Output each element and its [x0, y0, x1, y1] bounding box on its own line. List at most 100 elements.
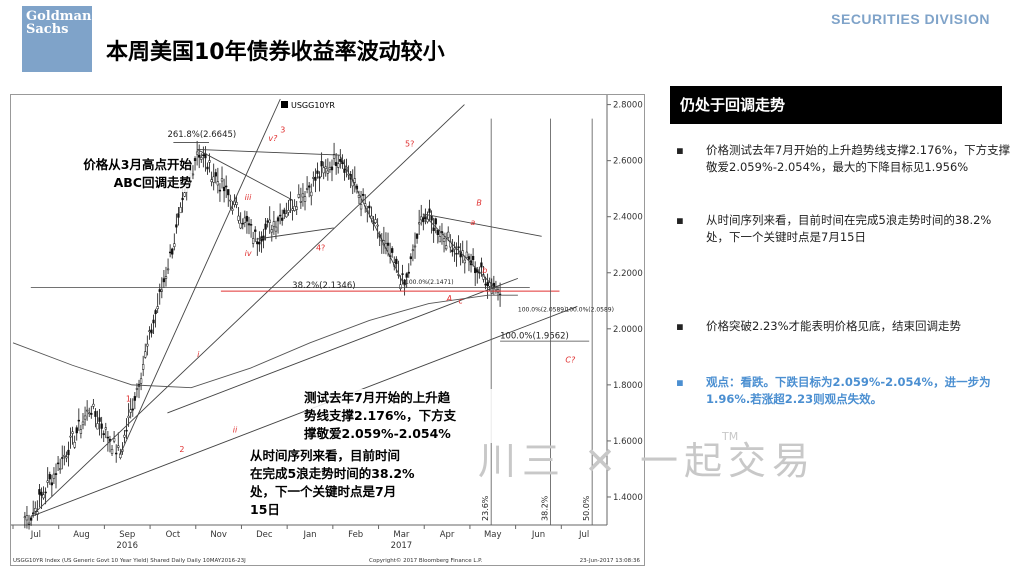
candle-body	[241, 222, 244, 225]
candle-body	[59, 468, 62, 470]
candle-body	[52, 473, 56, 479]
candle-body	[428, 208, 431, 213]
division-label: SECURITIES DIVISION	[831, 11, 990, 27]
candle-body	[405, 273, 408, 278]
bullet-marker-icon: ▪	[676, 319, 684, 333]
x-tick-label: Apr	[440, 530, 455, 540]
annotation-time: 从时间序列来看，目前时间 在完成5浪走势时间的38.2% 处，下一个关键时点是7…	[250, 447, 460, 519]
candle-body	[142, 364, 145, 370]
x-tick-label: May	[484, 530, 502, 540]
candle-body	[216, 181, 220, 186]
candle-body	[90, 412, 93, 415]
bullet-text: 观点：看跌。下跌目标为2.059%-2.054%，进一步为1.96%.若涨超2.…	[706, 375, 991, 406]
candle-body	[268, 219, 271, 223]
yield-chart: 2.8000 2.6000 2.4000 2.2000 2.0000 1.8000 1.60…	[11, 95, 643, 564]
candle-body	[106, 436, 110, 439]
wave-label: iv	[245, 249, 252, 258]
candle-body	[152, 319, 155, 324]
wave-label: 4?	[316, 243, 325, 252]
candle-body	[202, 154, 205, 157]
fib-label: 38.2%(2.1346)	[292, 281, 355, 291]
candle-body	[218, 189, 222, 192]
candle-body	[258, 242, 261, 245]
x-tick-label: Jun	[531, 530, 545, 540]
x-tick-label: Sep	[119, 530, 135, 540]
candle-body	[208, 160, 211, 163]
bullet-marker-icon: ▪	[676, 143, 684, 157]
footer-mid: Copyright© 2017 Bloomberg Finance L.P.	[369, 557, 483, 564]
y-tick-label: 2.4000	[613, 213, 643, 223]
fib-label: 100.0%(2.0589)	[518, 306, 567, 313]
candle-body	[168, 251, 172, 254]
candle-body	[46, 480, 49, 483]
annotation-abc-line: ABC回调走势	[113, 175, 192, 190]
x-tick-label: Jul	[578, 530, 589, 540]
candle-body	[326, 170, 329, 174]
wave-label: i	[197, 350, 200, 359]
candle-body	[281, 217, 284, 221]
trend-line	[196, 149, 293, 201]
annotation-trendline: 测试去年7月开始的上升趋 势线支撑2.176%，下方支 撑敬爱2.059%-2.…	[304, 389, 504, 443]
candle-body	[131, 408, 134, 411]
candle-body	[295, 206, 298, 210]
annotation-trend-line: 测试去年7月开始的上升趋	[304, 390, 451, 405]
fib-label: 261.8%(2.6645)	[167, 130, 236, 140]
candle-body	[117, 445, 120, 448]
candle-body	[415, 233, 419, 239]
fib-label: 100.0%(1.9562)	[500, 332, 569, 342]
time-label: 50.0%	[582, 495, 591, 521]
candle-body	[453, 247, 456, 250]
candle-body	[110, 449, 114, 454]
candle-body	[411, 249, 415, 252]
candle-body	[463, 259, 466, 264]
candle-body	[231, 208, 234, 211]
candle-body	[434, 218, 437, 225]
candle-body	[42, 494, 45, 499]
candle-body	[94, 411, 97, 417]
y-tick-label: 2.6000	[613, 157, 643, 167]
x-tick-label: Oct	[166, 530, 181, 540]
candle-body	[235, 202, 238, 206]
x-tick-label: Mar	[393, 530, 410, 540]
candle-body	[34, 508, 37, 512]
candle-body	[83, 415, 87, 420]
candle-body	[471, 256, 475, 260]
wave-label: iii	[245, 193, 252, 202]
footer-left: USGG10YR Index (US Generic Govt 10 Year …	[13, 558, 246, 564]
candle-body	[287, 210, 290, 213]
legend-swatch	[281, 101, 288, 108]
candle-body	[332, 154, 336, 159]
candle-body	[71, 431, 74, 434]
bullet-text: 从时间序列来看，目前时间在完成5浪走势时间的38.2%处，下一个关键时点是7月1…	[706, 213, 992, 244]
candle-body	[361, 193, 365, 196]
candle-body	[154, 310, 157, 315]
candle-body	[438, 236, 442, 243]
candle-body	[444, 245, 448, 250]
fib-label: 100.0%(2.1471)	[405, 279, 454, 286]
candle-body	[135, 388, 139, 390]
logo-line-1: Goldman	[26, 9, 92, 24]
candle-body	[447, 231, 450, 238]
trend-line	[422, 213, 542, 237]
annotation-time-line: 在完成5浪走势时间的38.2%	[250, 466, 415, 481]
candle-body	[150, 329, 153, 334]
annotation-time-line: 15日	[250, 502, 280, 517]
candle-body	[422, 217, 425, 223]
candle-body	[353, 178, 356, 183]
annotation-trend-line: 势线支撑2.176%，下方支	[304, 408, 457, 423]
candle-body	[270, 229, 273, 233]
candle-body	[324, 166, 327, 169]
candle-body	[77, 419, 80, 422]
candle-body	[274, 226, 278, 232]
candle-body	[318, 176, 321, 179]
wave-label: c	[459, 297, 464, 306]
annotation-abc-line: 价格从3月高点开始	[83, 157, 192, 172]
candle-body	[173, 243, 176, 247]
candle-body	[112, 438, 116, 442]
wave-label: v?	[268, 134, 278, 143]
candle-body	[96, 423, 99, 430]
candle-body	[100, 423, 103, 429]
candle-body	[48, 474, 51, 480]
candle-body	[175, 224, 178, 228]
wave-label: 1	[126, 395, 131, 404]
